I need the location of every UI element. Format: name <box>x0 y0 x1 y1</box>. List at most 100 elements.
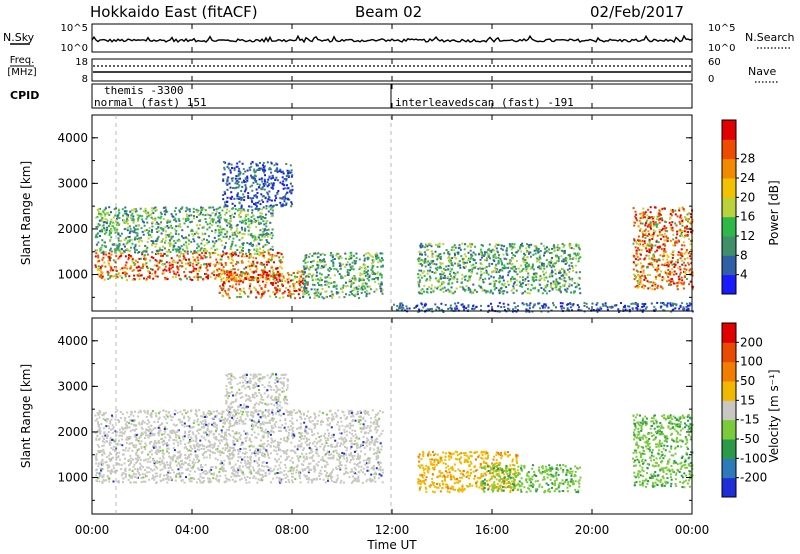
range-gate-cell <box>677 240 680 243</box>
range-gate-cell <box>517 249 520 252</box>
y-tick-label: 1000 <box>57 268 88 282</box>
range-gate-cell <box>282 255 284 258</box>
range-gate-cell <box>220 269 223 272</box>
range-gate-cell <box>335 284 338 287</box>
range-gate-cell <box>490 275 493 278</box>
range-gate-cell <box>652 216 655 218</box>
range-gate-cell <box>263 180 266 183</box>
range-gate-cell <box>266 271 269 274</box>
range-gate-cell <box>548 261 551 264</box>
range-gate-cell <box>234 233 237 236</box>
range-gate-cell <box>138 273 141 275</box>
range-gate-cell <box>653 231 656 234</box>
range-gate-cell <box>124 255 127 258</box>
range-gate-cell <box>259 273 262 276</box>
range-gate-cell <box>303 421 306 424</box>
range-gate-cell <box>222 179 225 182</box>
range-gate-cell <box>238 215 241 218</box>
range-gate-cell <box>322 266 325 269</box>
range-gate-cell <box>167 226 170 229</box>
range-gate-cell <box>238 231 241 234</box>
range-gate-cell <box>320 423 323 426</box>
range-gate-cell <box>268 205 271 208</box>
range-gate-cell <box>526 262 529 265</box>
range-gate-cell <box>275 288 278 291</box>
range-gate-cell <box>248 273 251 276</box>
range-gate-cell <box>94 255 97 258</box>
range-gate-cell <box>95 243 98 246</box>
range-gate-cell <box>343 296 346 299</box>
range-gate-cell <box>264 284 267 286</box>
range-gate-cell <box>237 275 240 278</box>
range-gate-cell <box>119 268 122 271</box>
range-gate-cell <box>393 303 395 306</box>
range-gate-cell <box>242 249 244 252</box>
range-gate-cell <box>370 441 373 444</box>
range-gate-cell <box>200 264 203 266</box>
range-gate-cell <box>683 258 686 261</box>
range-gate-cell <box>258 222 260 225</box>
range-gate-cell <box>243 190 246 193</box>
range-gate-cell <box>438 307 441 310</box>
range-gate-cell <box>126 239 129 242</box>
range-gate-cell <box>257 277 260 280</box>
range-gate-cell <box>344 464 347 467</box>
range-gate-cell <box>241 271 244 274</box>
range-gate-cell <box>270 265 273 268</box>
range-gate-cell <box>176 267 179 270</box>
range-gate-cell <box>685 249 688 252</box>
range-gate-cell <box>186 247 189 250</box>
range-gate-cell <box>525 270 528 273</box>
range-gate-cell <box>552 280 555 283</box>
range-gate-cell <box>659 254 662 257</box>
range-gate-cell <box>438 242 441 245</box>
range-gate-cell <box>643 278 646 281</box>
range-gate-cell <box>219 206 222 209</box>
range-gate-cell <box>679 257 682 260</box>
range-gate-cell <box>321 252 324 255</box>
range-gate-cell <box>441 270 444 273</box>
range-gate-cell <box>335 268 338 271</box>
range-gate-cell <box>155 264 158 267</box>
range-gate-cell <box>303 293 306 296</box>
range-gate-cell <box>565 261 568 264</box>
range-gate-cell <box>287 187 290 190</box>
range-gate-cell <box>525 247 528 250</box>
range-gate-cell <box>337 270 339 273</box>
range-gate-cell <box>111 275 114 278</box>
range-gate-cell <box>187 262 190 265</box>
range-gate-cell <box>290 412 292 415</box>
range-gate-cell <box>95 226 98 229</box>
range-gate-cell <box>467 259 470 261</box>
range-gate-cell <box>444 277 446 280</box>
range-gate-cell <box>644 224 647 227</box>
range-gate-cell <box>318 440 321 443</box>
range-gate-cell <box>651 216 653 218</box>
range-gate-cell <box>165 410 168 413</box>
range-gate-cell <box>268 182 271 185</box>
range-gate-cell <box>529 251 532 254</box>
range-gate-cell <box>637 285 640 288</box>
range-gate-cell <box>181 248 184 251</box>
range-gate-cell <box>274 254 277 257</box>
range-gate-cell <box>443 252 446 255</box>
range-gate-cell <box>318 279 321 282</box>
range-gate-cell <box>564 280 567 283</box>
range-gate-cell <box>543 254 545 257</box>
range-gate-cell <box>552 304 555 307</box>
range-gate-cell <box>661 233 664 236</box>
range-gate-cell <box>423 270 426 273</box>
range-gate-cell <box>193 250 196 253</box>
range-gate-cell <box>576 282 579 285</box>
range-gate-cell <box>157 434 160 437</box>
range-gate-cell <box>369 424 372 427</box>
range-gate-cell <box>295 471 298 474</box>
range-gate-cell <box>244 219 246 222</box>
range-gate-cell <box>118 208 120 211</box>
range-gate-cell <box>500 247 503 250</box>
range-gate-cell <box>355 286 358 289</box>
range-gate-cell <box>136 238 139 241</box>
range-gate-cell <box>352 275 355 278</box>
range-gate-cell <box>487 255 490 258</box>
range-gate-cell <box>447 282 450 285</box>
